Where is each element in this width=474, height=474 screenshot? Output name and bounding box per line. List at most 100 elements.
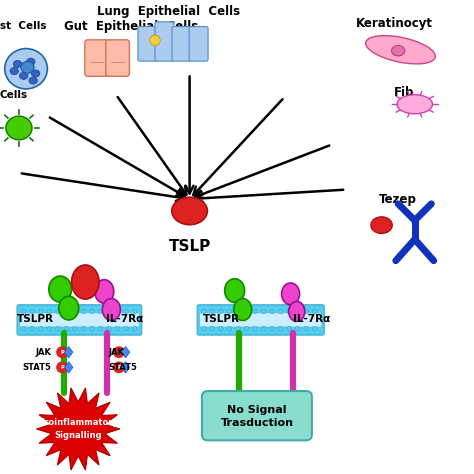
FancyBboxPatch shape (172, 27, 191, 61)
Ellipse shape (31, 70, 40, 77)
Ellipse shape (29, 77, 37, 84)
Ellipse shape (124, 326, 128, 331)
Circle shape (114, 347, 124, 357)
Text: TSLP: TSLP (168, 239, 211, 255)
Text: TSLPR: TSLPR (203, 314, 240, 324)
Ellipse shape (21, 326, 26, 331)
Ellipse shape (64, 309, 69, 314)
Ellipse shape (30, 326, 35, 331)
Ellipse shape (107, 309, 111, 314)
Text: P: P (60, 350, 64, 355)
Ellipse shape (278, 309, 283, 314)
Ellipse shape (13, 61, 22, 68)
Ellipse shape (98, 326, 103, 331)
Ellipse shape (201, 309, 206, 314)
Ellipse shape (55, 326, 60, 331)
FancyBboxPatch shape (19, 313, 139, 327)
Ellipse shape (81, 309, 86, 314)
Ellipse shape (90, 326, 94, 331)
Text: Fib: Fib (393, 86, 414, 99)
Text: Cells: Cells (0, 90, 28, 100)
Ellipse shape (6, 116, 32, 140)
Polygon shape (121, 346, 130, 358)
Ellipse shape (282, 283, 300, 305)
Ellipse shape (47, 309, 52, 314)
FancyBboxPatch shape (155, 22, 174, 61)
Ellipse shape (95, 280, 114, 303)
Ellipse shape (295, 326, 300, 331)
Ellipse shape (244, 309, 249, 314)
Ellipse shape (64, 326, 69, 331)
Ellipse shape (219, 326, 223, 331)
FancyBboxPatch shape (85, 40, 109, 76)
FancyBboxPatch shape (138, 27, 157, 61)
Ellipse shape (5, 49, 47, 89)
FancyBboxPatch shape (106, 40, 129, 76)
FancyBboxPatch shape (17, 305, 142, 335)
Ellipse shape (244, 326, 249, 331)
FancyBboxPatch shape (200, 313, 322, 327)
Ellipse shape (304, 309, 309, 314)
Text: Signalling: Signalling (55, 431, 102, 439)
Ellipse shape (397, 95, 432, 114)
Polygon shape (36, 388, 120, 470)
Ellipse shape (253, 326, 257, 331)
Ellipse shape (90, 309, 94, 314)
Text: Gut  Epithelial  Cells: Gut Epithelial Cells (64, 19, 198, 33)
Ellipse shape (219, 309, 223, 314)
Text: P: P (117, 350, 121, 355)
Ellipse shape (21, 309, 26, 314)
Ellipse shape (115, 309, 120, 314)
Ellipse shape (172, 197, 208, 225)
Ellipse shape (270, 326, 274, 331)
Ellipse shape (236, 309, 240, 314)
Ellipse shape (115, 326, 120, 331)
Text: STAT5: STAT5 (22, 363, 51, 372)
Ellipse shape (55, 309, 60, 314)
Ellipse shape (225, 279, 245, 302)
Ellipse shape (150, 35, 160, 46)
Text: Keratinocyt: Keratinocyt (356, 17, 432, 30)
FancyBboxPatch shape (189, 27, 208, 61)
Ellipse shape (210, 309, 215, 314)
Ellipse shape (234, 299, 252, 320)
Ellipse shape (98, 309, 103, 314)
Ellipse shape (72, 265, 99, 299)
FancyBboxPatch shape (197, 305, 324, 335)
Circle shape (57, 362, 67, 373)
Ellipse shape (73, 309, 77, 314)
Ellipse shape (289, 301, 305, 321)
Text: No Signal: No Signal (227, 405, 287, 415)
Circle shape (114, 362, 124, 373)
Ellipse shape (392, 46, 405, 56)
Ellipse shape (73, 326, 77, 331)
Ellipse shape (30, 309, 35, 314)
Text: STAT5: STAT5 (108, 363, 137, 372)
Ellipse shape (312, 326, 317, 331)
Ellipse shape (27, 58, 35, 65)
Ellipse shape (261, 309, 266, 314)
Ellipse shape (227, 309, 232, 314)
Text: P: P (60, 365, 64, 370)
Ellipse shape (59, 296, 79, 320)
Ellipse shape (236, 326, 240, 331)
Ellipse shape (38, 326, 43, 331)
Ellipse shape (278, 326, 283, 331)
Ellipse shape (365, 36, 436, 64)
Ellipse shape (295, 309, 300, 314)
Ellipse shape (201, 326, 206, 331)
Ellipse shape (132, 326, 137, 331)
Ellipse shape (132, 309, 137, 314)
Polygon shape (64, 346, 73, 358)
Ellipse shape (124, 309, 128, 314)
FancyBboxPatch shape (202, 391, 312, 440)
Ellipse shape (19, 73, 28, 80)
Ellipse shape (81, 326, 86, 331)
Ellipse shape (227, 326, 232, 331)
Text: st  Cells: st Cells (0, 21, 46, 31)
Ellipse shape (49, 276, 72, 302)
Ellipse shape (47, 326, 52, 331)
Ellipse shape (210, 326, 215, 331)
Polygon shape (64, 362, 73, 373)
Circle shape (57, 347, 67, 357)
